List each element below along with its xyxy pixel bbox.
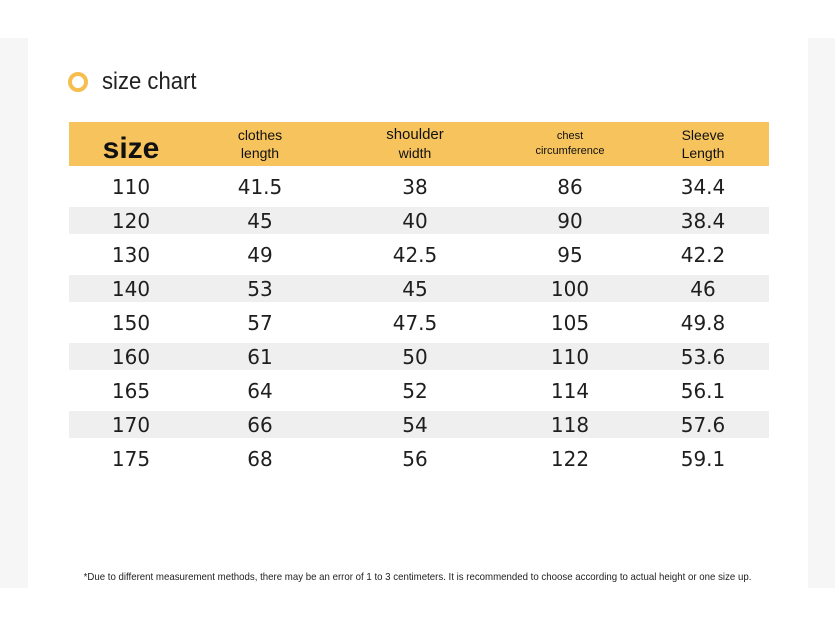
table-row: 175 68 56 122 59.1 (69, 438, 769, 479)
cell-shoulder-width: 40 (327, 207, 503, 235)
cell-clothes-length: 64 (247, 378, 273, 403)
circle-bullet-icon (68, 72, 88, 92)
cell-size: 130 (111, 242, 151, 267)
size-chart-panel: size chart size clothes length shoulder (28, 38, 808, 588)
cell-clothes-length: 66 (193, 411, 327, 439)
cell-sleeve-length: 56.1 (680, 378, 726, 403)
header-shoulder-width: shoulder width (327, 122, 503, 166)
header-sleeve-length: Sleeve Length (637, 122, 769, 166)
size-table: size clothes length shoulder width chest… (69, 122, 769, 479)
table-row: 120 45 40 90 38.4 (69, 207, 769, 235)
measurement-note: *Due to different measurement methods, t… (83, 571, 752, 583)
cell-size: 140 (69, 275, 193, 303)
cell-sleeve-length: 38.4 (637, 207, 769, 235)
cell-clothes-length: 45 (193, 207, 327, 235)
table-row: 165 64 52 114 56.1 (69, 370, 769, 411)
cell-size: 170 (69, 411, 193, 439)
page-background: size chart size clothes length shoulder (0, 38, 835, 588)
cell-clothes-length: 49 (247, 242, 273, 267)
cell-sleeve-length: 49.8 (680, 310, 726, 335)
cell-chest: 118 (503, 411, 637, 439)
header-clothes-line2: length (240, 145, 280, 161)
cell-chest: 95 (557, 242, 583, 267)
cell-clothes-length: 68 (247, 446, 273, 471)
cell-shoulder-width: 56 (402, 446, 428, 471)
cell-sleeve-length: 46 (637, 275, 769, 303)
table-row: 160 61 50 110 53.6 (69, 343, 769, 371)
cell-sleeve-length: 53.6 (637, 343, 769, 371)
cell-clothes-length: 61 (193, 343, 327, 371)
cell-size: 175 (111, 446, 151, 471)
cell-sleeve-length: 34.4 (680, 174, 726, 199)
page-title: size chart (102, 68, 197, 95)
table-row: 170 66 54 118 57.6 (69, 411, 769, 439)
header-clothes-line1: clothes (237, 127, 283, 143)
title-row: size chart (68, 64, 205, 100)
cell-shoulder-width: 52 (402, 378, 428, 403)
header-clothes-length: clothes length (193, 122, 327, 166)
cell-clothes-length: 53 (193, 275, 327, 303)
cell-chest: 86 (557, 174, 583, 199)
cell-size: 120 (69, 207, 193, 235)
table-row: 130 49 42.5 95 42.2 (69, 234, 769, 275)
header-size-label: size (102, 132, 160, 165)
cell-size: 165 (111, 378, 151, 403)
cell-chest: 100 (503, 275, 637, 303)
cell-shoulder-width: 50 (327, 343, 503, 371)
cell-clothes-length: 57 (247, 310, 273, 335)
cell-chest: 114 (550, 378, 590, 403)
header-shoulder-line2: width (398, 145, 432, 161)
cell-shoulder-width: 38 (402, 174, 428, 199)
cell-shoulder-width: 45 (327, 275, 503, 303)
header-size: size (69, 122, 193, 166)
cell-shoulder-width: 54 (327, 411, 503, 439)
header-chest-circumference: chest circumference (503, 122, 637, 166)
cell-chest: 122 (550, 446, 590, 471)
table-header-row: size clothes length shoulder width chest… (69, 122, 769, 166)
cell-size: 150 (111, 310, 151, 335)
cell-shoulder-width: 47.5 (392, 310, 438, 335)
table-row: 140 53 45 100 46 (69, 275, 769, 303)
cell-chest: 90 (503, 207, 637, 235)
header-chest-line2: circumference (535, 145, 605, 157)
cell-shoulder-width: 42.5 (392, 242, 438, 267)
header-sleeve-line1: Sleeve (681, 127, 725, 143)
cell-sleeve-length: 59.1 (680, 446, 726, 471)
cell-chest: 110 (503, 343, 637, 371)
cell-size: 110 (111, 174, 151, 199)
table-row: 110 41.5 38 86 34.4 (69, 166, 769, 207)
cell-chest: 105 (550, 310, 590, 335)
cell-clothes-length: 41.5 (237, 174, 283, 199)
cell-sleeve-length: 42.2 (680, 242, 726, 267)
cell-size: 160 (69, 343, 193, 371)
header-sleeve-line2: Length (681, 145, 725, 161)
table-row: 150 57 47.5 105 49.8 (69, 302, 769, 343)
header-shoulder-line1: shoulder (386, 126, 444, 143)
header-chest-line1: chest (556, 130, 584, 142)
cell-sleeve-length: 57.6 (637, 411, 769, 439)
